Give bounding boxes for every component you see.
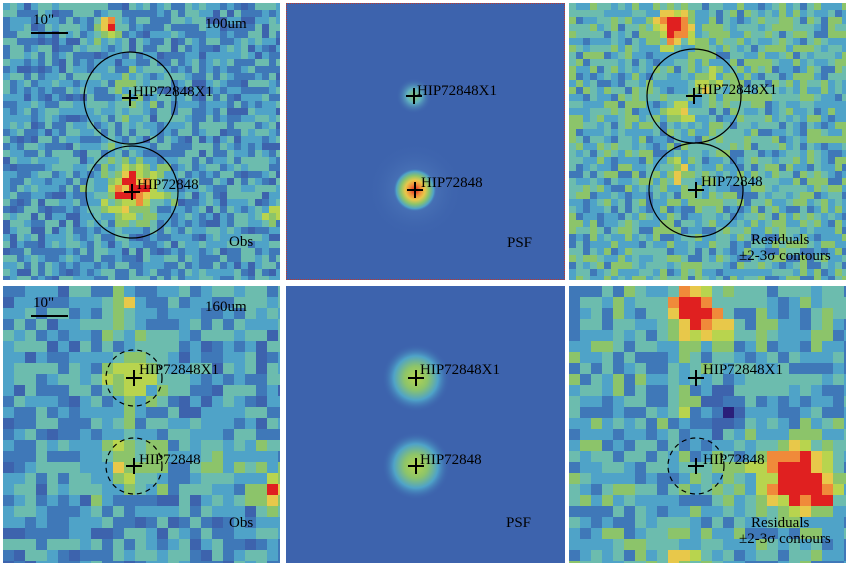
- crosshair-primary: [407, 182, 423, 198]
- overlay-160um-residuals: [667, 370, 725, 495]
- aperture-circle-primary: [85, 145, 179, 239]
- source-label-primary: HIP72848: [701, 174, 763, 190]
- crosshair-secondary: [126, 370, 142, 386]
- source-label-primary: HIP72848: [421, 175, 483, 191]
- aperture-circle-primary: [105, 437, 163, 495]
- crosshair-secondary: [406, 88, 422, 104]
- scale-bar-label: 10": [33, 295, 55, 311]
- panel-160um-psf: HIP72848X1 HIP72848 PSF: [286, 286, 565, 563]
- overlay-100um-residuals: [646, 48, 744, 238]
- crosshair-primary: [688, 182, 704, 198]
- aperture-circle-secondary: [105, 349, 163, 407]
- image-100um-obs: [3, 3, 280, 280]
- corner-label-line1: Residuals: [751, 232, 810, 248]
- crosshair-primary: [126, 458, 142, 474]
- corner-label-line2: ±2-3σ contours: [739, 248, 831, 264]
- panel-100um-residuals: HIP72848X1 HIP72848 Residuals ±2-3σ cont…: [569, 3, 846, 280]
- band-label: 100um: [205, 16, 247, 32]
- source-label-primary: HIP72848: [703, 452, 765, 468]
- crosshair-secondary: [408, 370, 424, 386]
- panel-160um-obs: 10" 160um HIP72848X1 HIP72848 Obs: [3, 286, 280, 563]
- corner-label: Obs: [229, 234, 254, 250]
- image-160um-obs: [3, 286, 280, 563]
- source-label-primary: HIP72848: [137, 177, 199, 193]
- source-label-secondary: HIP72848X1: [703, 362, 784, 378]
- source-label-secondary: HIP72848X1: [417, 83, 498, 99]
- crosshair-primary: [124, 184, 140, 200]
- source-label-primary: HIP72848: [139, 452, 201, 468]
- source-label-primary: HIP72848: [420, 452, 482, 468]
- crosshair-primary: [688, 458, 704, 474]
- scale-bar-label: 10": [33, 12, 55, 28]
- corner-label-line2: ±2-3σ contours: [739, 531, 831, 547]
- corner-label-line1: Residuals: [751, 515, 810, 531]
- source-label-secondary: HIP72848X1: [139, 362, 220, 378]
- image-100um-residuals: [569, 3, 846, 280]
- panel-160um-residuals: HIP72848X1 HIP72848 Residuals ±2-3σ cont…: [569, 286, 846, 563]
- image-160um-residuals: [569, 286, 846, 563]
- image-100um-psf: [287, 4, 564, 279]
- aperture-circle-secondary: [83, 51, 177, 145]
- band-label: 160um: [205, 299, 247, 315]
- panel-100um-obs: 10" 100um HIP72848X1 HIP72848 Obs: [3, 3, 280, 280]
- panel-100um-psf: HIP72848X1 HIP72848 PSF: [286, 3, 565, 280]
- crosshair-secondary: [688, 370, 704, 386]
- crosshair-primary: [408, 458, 424, 474]
- corner-label: Obs: [229, 515, 254, 531]
- source-label-secondary: HIP72848X1: [420, 362, 501, 378]
- corner-label: PSF: [506, 515, 532, 531]
- crosshair-secondary: [686, 88, 702, 104]
- overlay-100um-obs: [31, 32, 179, 239]
- image-160um-psf: [286, 286, 565, 563]
- overlay-160um-obs: [31, 315, 163, 495]
- aperture-circle-primary: [667, 437, 725, 495]
- source-label-secondary: HIP72848X1: [697, 82, 778, 98]
- source-label-secondary: HIP72848X1: [133, 84, 214, 100]
- aperture-circle-primary: [648, 142, 744, 238]
- corner-label: PSF: [507, 235, 533, 251]
- crosshair-secondary: [122, 90, 138, 106]
